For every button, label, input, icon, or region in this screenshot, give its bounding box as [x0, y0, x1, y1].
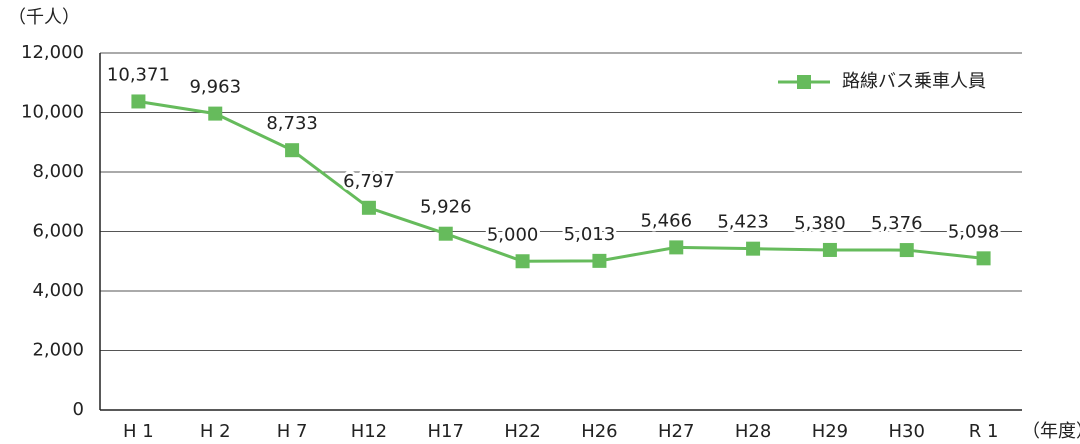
y-tick-label: 6,000: [32, 221, 84, 242]
marker: [592, 253, 607, 268]
data-label: 5,013: [564, 224, 616, 245]
y-tick-label: 2,000: [32, 340, 84, 361]
marker: [285, 143, 300, 158]
marker: [976, 251, 991, 266]
marker: [669, 240, 684, 255]
marker: [131, 94, 146, 109]
x-tick-label: H29: [812, 421, 848, 442]
marker: [822, 242, 837, 257]
marker: [438, 226, 453, 241]
y-tick-label: 12,000: [21, 42, 84, 63]
data-label: 5,000: [487, 224, 539, 245]
data-label: 5,376: [871, 213, 923, 234]
legend-marker: [797, 75, 811, 89]
marker: [361, 200, 376, 215]
x-tick-label: H26: [581, 421, 617, 442]
marker: [208, 106, 223, 121]
y-tick-label: 8,000: [32, 161, 84, 182]
x-tick-label: H 7: [277, 421, 308, 442]
x-tick-label: H22: [504, 421, 540, 442]
series-line: [138, 99, 984, 263]
data-label: 5,098: [948, 221, 1000, 242]
x-tick-label: H30: [889, 421, 925, 442]
x-tick-label: H 1: [123, 421, 154, 442]
x-tick-label: R 1: [969, 421, 999, 442]
x-tick-label: H17: [428, 421, 464, 442]
data-label: 5,423: [717, 212, 769, 233]
y-tick-label: 0: [73, 399, 84, 420]
data-label: 10,371: [107, 64, 170, 85]
data-label: 5,466: [640, 210, 692, 231]
data-label: 9,963: [189, 77, 241, 98]
data-label: 5,926: [420, 197, 472, 218]
x-tick-label: H 2: [200, 421, 231, 442]
y-unit-label: （千人）: [8, 7, 80, 28]
data-label: 6,797: [343, 171, 395, 192]
x-tick-label: H12: [351, 421, 387, 442]
y-tick-label: 10,000: [21, 102, 84, 123]
x-tick-label: H28: [735, 421, 771, 442]
marker: [899, 243, 914, 258]
marker: [746, 241, 761, 256]
y-tick-label: 4,000: [32, 280, 84, 301]
x-axis-label: （年度）: [1022, 421, 1080, 442]
legend-label: 路線バス乗車人員: [842, 71, 986, 92]
marker: [515, 254, 530, 269]
x-tick-label: H27: [658, 421, 694, 442]
data-label: 8,733: [266, 113, 318, 134]
data-label: 5,380: [794, 213, 846, 234]
